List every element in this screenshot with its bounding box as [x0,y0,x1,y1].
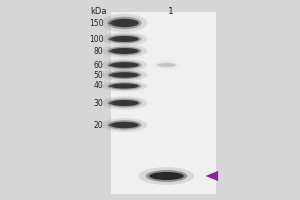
Ellipse shape [102,59,147,71]
Text: 30: 30 [94,98,103,108]
Text: 50: 50 [94,71,103,79]
Bar [111,12,216,194]
Polygon shape [206,171,218,181]
Ellipse shape [102,14,147,32]
Ellipse shape [107,82,142,90]
Ellipse shape [110,36,139,42]
Ellipse shape [102,96,147,110]
Text: 1: 1 [168,6,174,16]
Ellipse shape [110,48,139,54]
Ellipse shape [110,72,139,78]
Text: 40: 40 [94,82,103,90]
Ellipse shape [156,62,177,68]
Ellipse shape [110,19,139,27]
Ellipse shape [158,63,175,67]
Ellipse shape [102,118,147,132]
Ellipse shape [149,172,184,180]
Ellipse shape [102,32,147,46]
Ellipse shape [107,61,142,69]
Text: 60: 60 [94,60,103,70]
Ellipse shape [110,100,139,106]
Ellipse shape [102,69,147,81]
Ellipse shape [146,170,187,182]
Ellipse shape [107,46,142,55]
Ellipse shape [107,71,142,79]
Text: 100: 100 [89,34,103,44]
Ellipse shape [107,17,142,29]
Ellipse shape [107,34,142,44]
Ellipse shape [139,167,194,185]
Ellipse shape [102,80,147,92]
Text: kDa: kDa [90,6,106,16]
Ellipse shape [107,98,142,108]
Text: 150: 150 [89,19,103,27]
Ellipse shape [110,122,139,128]
Text: 80: 80 [94,46,104,55]
Ellipse shape [110,62,139,68]
Ellipse shape [107,120,142,130]
Ellipse shape [110,83,139,89]
Ellipse shape [102,44,147,58]
Text: 20: 20 [94,120,104,130]
